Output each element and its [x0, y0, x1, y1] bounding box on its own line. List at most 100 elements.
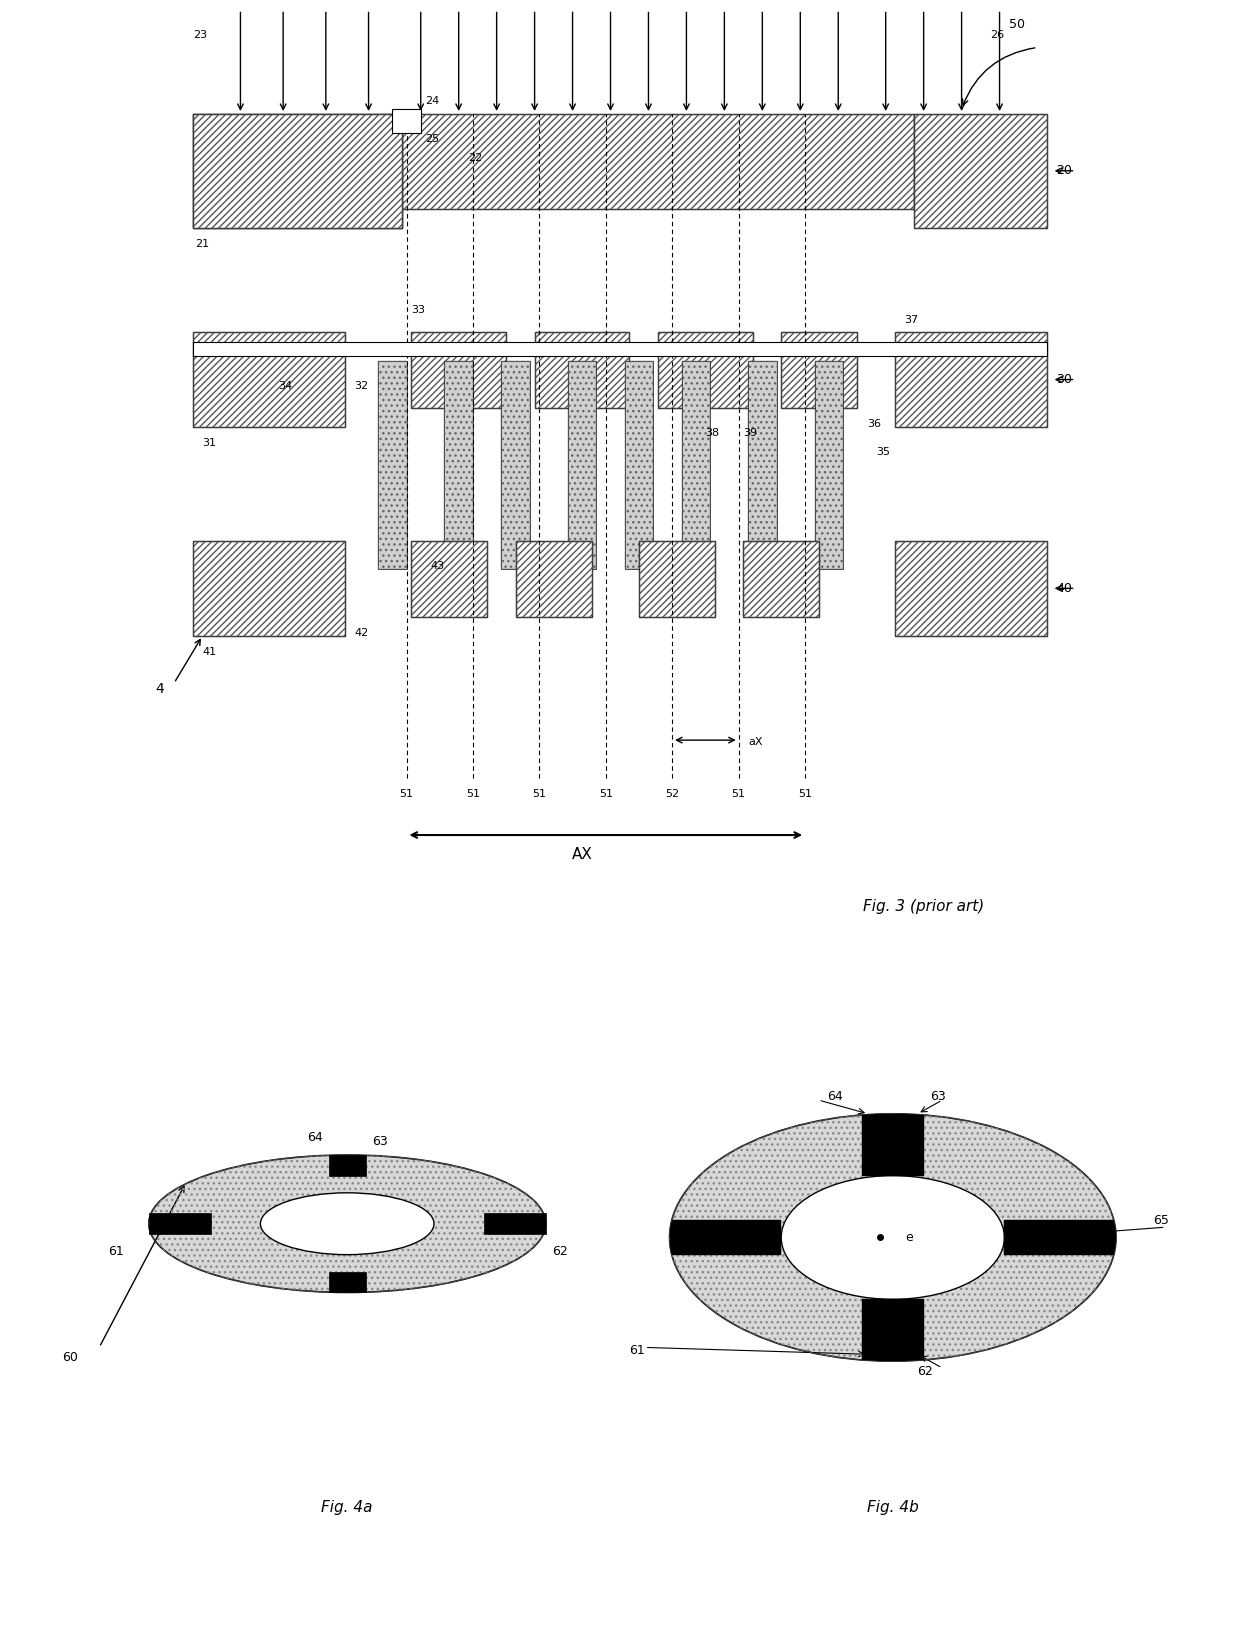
Bar	[895, 542, 1047, 636]
Text: 39: 39	[743, 429, 758, 438]
Text: 38: 38	[706, 429, 719, 438]
Bar	[501, 360, 529, 569]
Bar	[516, 542, 591, 617]
Text: 61: 61	[108, 1245, 124, 1258]
Text: 41: 41	[202, 646, 217, 656]
Bar	[781, 332, 857, 407]
Text: 43: 43	[430, 561, 444, 571]
Text: AX: AX	[572, 847, 593, 862]
Text: aX: aX	[748, 736, 763, 748]
Bar	[895, 332, 1047, 427]
Text: 62: 62	[552, 1245, 568, 1258]
Text: 51: 51	[599, 789, 613, 798]
Text: 23: 23	[193, 29, 207, 39]
Bar	[392, 110, 420, 133]
Text: 21: 21	[196, 239, 210, 249]
Text: 37: 37	[905, 314, 919, 324]
Bar	[412, 542, 487, 617]
Text: 25: 25	[425, 134, 440, 144]
Bar	[378, 360, 407, 569]
Bar	[193, 115, 402, 227]
Text: 40: 40	[1056, 582, 1073, 596]
Text: 35: 35	[877, 448, 890, 458]
Text: 64: 64	[306, 1130, 322, 1144]
Bar	[862, 1114, 924, 1176]
Bar	[412, 332, 506, 407]
Bar	[895, 332, 1047, 427]
Text: e: e	[905, 1230, 913, 1243]
Bar	[815, 360, 843, 569]
Text: 32: 32	[355, 381, 368, 391]
Bar	[781, 332, 857, 407]
Text: 65: 65	[1153, 1214, 1169, 1227]
Bar	[193, 332, 345, 427]
Bar	[743, 542, 820, 617]
Text: 51: 51	[799, 789, 812, 798]
Ellipse shape	[149, 1155, 546, 1292]
Text: 42: 42	[355, 628, 368, 638]
Bar	[748, 360, 776, 569]
Text: 50: 50	[1009, 18, 1025, 31]
Text: 52: 52	[665, 789, 680, 798]
Bar	[748, 360, 776, 569]
Text: Fig. 4b: Fig. 4b	[867, 1500, 919, 1515]
Bar	[193, 115, 402, 227]
Bar	[402, 115, 914, 209]
Bar	[658, 332, 753, 407]
Bar	[149, 1214, 211, 1234]
Text: 60: 60	[62, 1351, 78, 1364]
Bar	[501, 360, 529, 569]
Bar	[625, 360, 653, 569]
Text: 51: 51	[399, 789, 413, 798]
Text: 24: 24	[425, 97, 440, 106]
Bar	[670, 1220, 781, 1255]
Bar	[658, 332, 753, 407]
Bar	[568, 360, 596, 569]
Text: 20: 20	[1056, 164, 1073, 177]
Bar	[534, 332, 630, 407]
Bar	[193, 332, 345, 427]
Bar	[639, 542, 715, 617]
Bar	[743, 542, 820, 617]
Text: 33: 33	[412, 306, 425, 316]
Text: 36: 36	[867, 419, 880, 429]
Bar	[534, 332, 630, 407]
Bar	[193, 342, 1047, 355]
Bar	[193, 542, 345, 636]
Bar	[516, 542, 591, 617]
Bar	[444, 360, 472, 569]
Bar	[412, 542, 487, 617]
Bar	[484, 1214, 546, 1234]
Bar	[862, 1299, 924, 1361]
Text: 26: 26	[990, 29, 1004, 39]
Bar	[682, 360, 711, 569]
Circle shape	[670, 1114, 1116, 1361]
Bar	[568, 360, 596, 569]
Text: Fig. 3 (prior art): Fig. 3 (prior art)	[863, 898, 985, 915]
Bar	[682, 360, 711, 569]
Bar	[895, 542, 1047, 636]
Bar	[412, 332, 506, 407]
Bar	[444, 360, 472, 569]
Bar	[402, 115, 914, 209]
Text: 63: 63	[930, 1090, 946, 1103]
Bar	[378, 360, 407, 569]
Bar	[329, 1271, 366, 1292]
Bar	[914, 115, 1047, 227]
Text: 34: 34	[279, 381, 293, 391]
Bar	[914, 115, 1047, 227]
Text: 4: 4	[155, 682, 164, 695]
Text: 51: 51	[532, 789, 547, 798]
Text: 22: 22	[469, 154, 482, 164]
Bar	[625, 360, 653, 569]
Bar	[815, 360, 843, 569]
Bar	[193, 115, 402, 227]
Bar	[193, 115, 402, 227]
Bar	[193, 542, 345, 636]
Bar	[639, 542, 715, 617]
Ellipse shape	[260, 1193, 434, 1255]
Bar	[1004, 1220, 1116, 1255]
Text: 51: 51	[466, 789, 480, 798]
Text: 61: 61	[629, 1345, 645, 1358]
Text: 62: 62	[918, 1364, 934, 1378]
